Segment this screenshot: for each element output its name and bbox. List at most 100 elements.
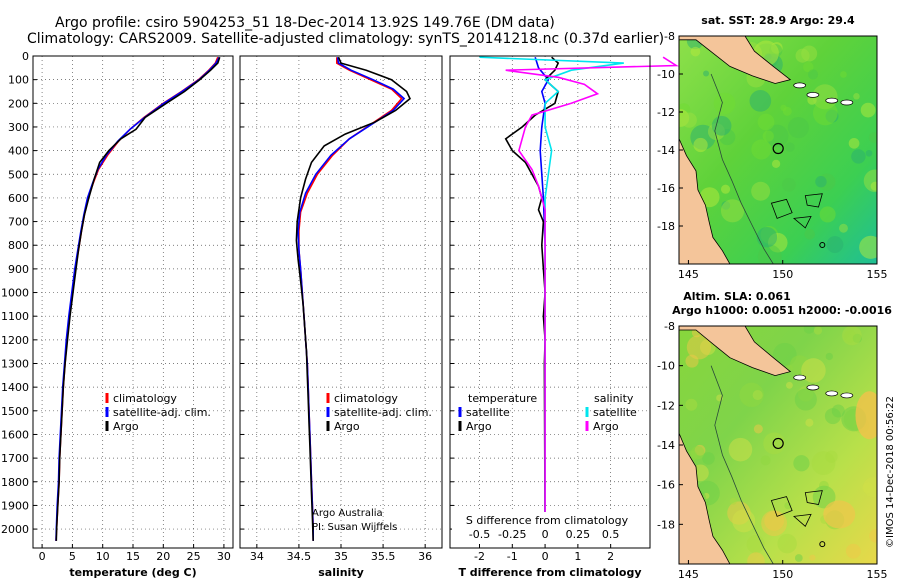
field-blob [760, 455, 771, 466]
field-blob [753, 424, 763, 434]
y-tick-label: 1200 [1, 334, 29, 347]
field-blob [771, 159, 781, 169]
x-tick-label: 15 [126, 550, 140, 563]
x-tick-label: -1 [507, 550, 518, 563]
y-tick-label: -12 [657, 106, 675, 119]
warm-anomaly [823, 500, 856, 529]
y-tick-label: 1600 [1, 428, 29, 441]
field-blob [863, 477, 877, 498]
x-tick-label: 145 [678, 268, 699, 281]
y-tick-label: -10 [657, 360, 675, 373]
field-blob [825, 352, 833, 361]
y-tick-label: -8 [664, 30, 675, 43]
top-tick-label: 0.5 [602, 528, 620, 541]
y-tick-label: -8 [664, 320, 675, 333]
reef-outline [804, 193, 823, 208]
x-tick-label: 145 [678, 568, 699, 580]
map-body [679, 36, 877, 264]
y-tick-label: -12 [657, 399, 675, 412]
field-blob [795, 48, 810, 63]
y-tick-label: 2000 [1, 523, 29, 536]
field-blob [813, 326, 823, 335]
sla-title: Altim. SLA: 0.061 [683, 290, 790, 303]
legend-entry: satellite-adj. clim. [334, 406, 432, 419]
y-tick-label: 400 [8, 145, 29, 158]
field-blob [803, 61, 814, 73]
field-blob [842, 326, 862, 346]
legend-entry: climatology [113, 392, 177, 405]
island [825, 390, 839, 397]
title-line1: Argo profile: csiro 5904253_51 18-Dec-20… [55, 15, 555, 31]
x-tick-label: 155 [867, 268, 888, 281]
field-blob [702, 452, 715, 465]
argo-marker [772, 142, 784, 155]
y-tick-label: 1100 [1, 310, 29, 323]
field-blob [765, 124, 789, 148]
x-tick-label: 150 [772, 568, 793, 580]
field-blob [681, 112, 697, 128]
field-blob [805, 418, 814, 427]
field-blob [785, 381, 793, 389]
x-tick-label: 155 [867, 568, 888, 580]
x-tick-label: 34 [250, 550, 264, 563]
field-blob [739, 382, 764, 408]
field-blob [794, 554, 803, 562]
field-blob [839, 223, 848, 233]
field-blob [803, 326, 815, 334]
warm-anomaly [855, 391, 877, 440]
annotation-argo-australia: Argo Australia [312, 508, 383, 519]
x-tick-label: 36 [418, 550, 432, 563]
x-tick-label: 1 [574, 550, 581, 563]
y-tick-label: 0 [22, 50, 29, 63]
field-blob [824, 408, 841, 425]
x-tick-label: -2 [474, 550, 485, 563]
island [793, 82, 807, 89]
legend-entry: Argo [334, 420, 360, 433]
shelf-contour [710, 73, 774, 264]
axes-frame [32, 55, 234, 549]
x-tick-label: 0 [39, 550, 46, 563]
y-tick-label: 800 [8, 239, 29, 252]
field-blob [685, 354, 699, 368]
field-blob [801, 358, 826, 383]
y-tick-label: -16 [657, 182, 675, 195]
reef-outline [793, 513, 812, 527]
land-new-guinea [679, 326, 792, 377]
field-blob [853, 93, 860, 100]
field-blob [868, 132, 877, 143]
top-tick-label: 0 [542, 528, 549, 541]
island [840, 99, 854, 106]
field-blob [793, 455, 810, 472]
field-blob [763, 432, 786, 455]
difference-panel: -2 -1 0 1 2T difference from climatologytemp… [449, 55, 679, 579]
island [806, 384, 820, 391]
legend-entry: satellite [466, 406, 510, 419]
x-tick-label: 30 [217, 550, 231, 563]
legend-entry: satellite [593, 406, 637, 419]
top-tick-label: 0.25 [566, 528, 591, 541]
field-blob [860, 102, 876, 118]
y-tick-label: -10 [657, 68, 675, 81]
top-tick-label: -0.5 [469, 528, 490, 541]
y-tick-label: 100 [8, 74, 29, 87]
field-blob [780, 104, 787, 112]
field-blob [845, 543, 861, 559]
x-tick-label: 34.5 [287, 550, 312, 563]
top-tick-label: -0.25 [498, 528, 526, 541]
x-tick-label: 10 [96, 550, 110, 563]
field-blob [699, 187, 720, 208]
y-tick-label: -16 [657, 479, 675, 492]
island [806, 92, 820, 98]
field-blob [808, 69, 819, 80]
field-blob [812, 100, 838, 126]
field-blob [728, 437, 753, 462]
land-queensland [679, 138, 731, 264]
field-blob [851, 149, 866, 164]
axes-frame [449, 55, 651, 549]
field-blob [819, 206, 836, 223]
field-blob [713, 92, 736, 115]
field-blob [865, 149, 873, 157]
field-blob [785, 142, 795, 152]
footer-credit: ©IMOS 14-Dec-2018 00:56:22 [885, 396, 896, 548]
island [825, 97, 839, 104]
